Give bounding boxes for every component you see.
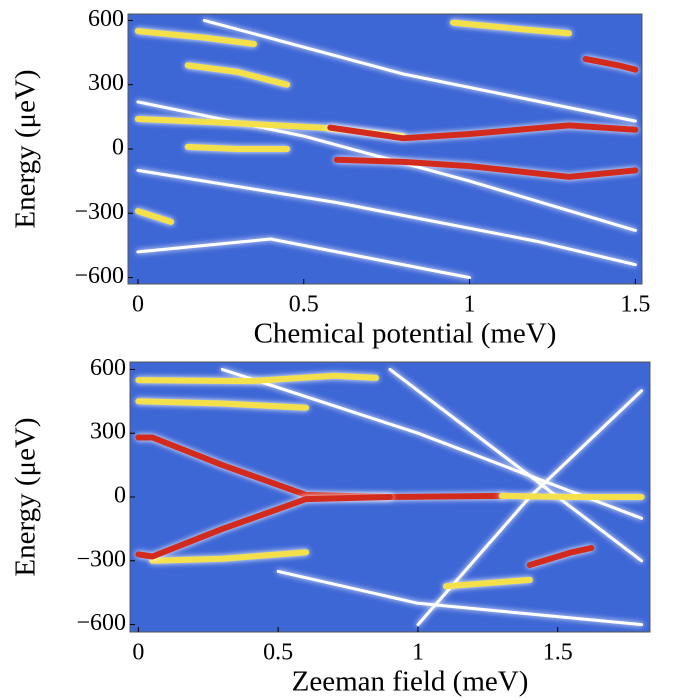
x-axis-label: Chemical potential (meV) [254, 318, 557, 350]
spectral-line [184, 62, 291, 88]
spectral-line [134, 208, 175, 225]
spectral-line [526, 545, 595, 568]
x-tick-label: 1 [464, 292, 476, 318]
y-tick-label: −600 [74, 263, 124, 289]
spectral-line [582, 56, 639, 73]
spectral-line [136, 168, 637, 267]
y-tick-label: −600 [76, 610, 126, 636]
spectral-line [135, 398, 310, 411]
heatmap [134, 18, 639, 280]
spectral-line [134, 28, 257, 47]
x-axis-label: Zeeman field (meV) [292, 666, 529, 698]
y-tick-label: 0 [114, 483, 126, 509]
x-tick-label: 1.5 [620, 292, 650, 318]
y-tick-label: 0 [112, 135, 124, 161]
spectral-line [450, 19, 572, 37]
x-tick-label: 1 [412, 640, 424, 666]
spectral-line [135, 494, 393, 560]
spectral-line [149, 549, 310, 564]
spectral-line [498, 492, 645, 500]
y-tick-label: 300 [88, 70, 124, 96]
y-tick-label: −300 [76, 546, 126, 572]
heatmap [135, 367, 645, 627]
spectral-line [333, 156, 639, 180]
y-axis-label: Energy (μeV) [10, 69, 42, 228]
spectral-line [184, 143, 291, 152]
spectral-line [327, 122, 639, 142]
spectral-line [136, 237, 472, 280]
spectral-line [135, 372, 379, 385]
spectral-line [388, 367, 644, 563]
spectral-line [276, 569, 644, 627]
x-tick-label: 0.5 [263, 640, 293, 666]
spectral-line [442, 576, 533, 590]
y-tick-label: 300 [90, 419, 126, 445]
y-tick-label: 600 [90, 355, 126, 381]
spectral-line [135, 434, 505, 500]
y-tick-label: −300 [74, 199, 124, 225]
x-tick-label: 1.5 [543, 640, 573, 666]
x-tick-label: 0 [132, 292, 144, 318]
x-tick-label: 0 [132, 640, 144, 666]
spectral-line [202, 18, 637, 123]
x-tick-label: 0.5 [289, 292, 319, 318]
spectral-line [220, 367, 644, 520]
y-axis-label: Energy (μeV) [10, 417, 42, 576]
y-tick-label: 600 [88, 6, 124, 32]
